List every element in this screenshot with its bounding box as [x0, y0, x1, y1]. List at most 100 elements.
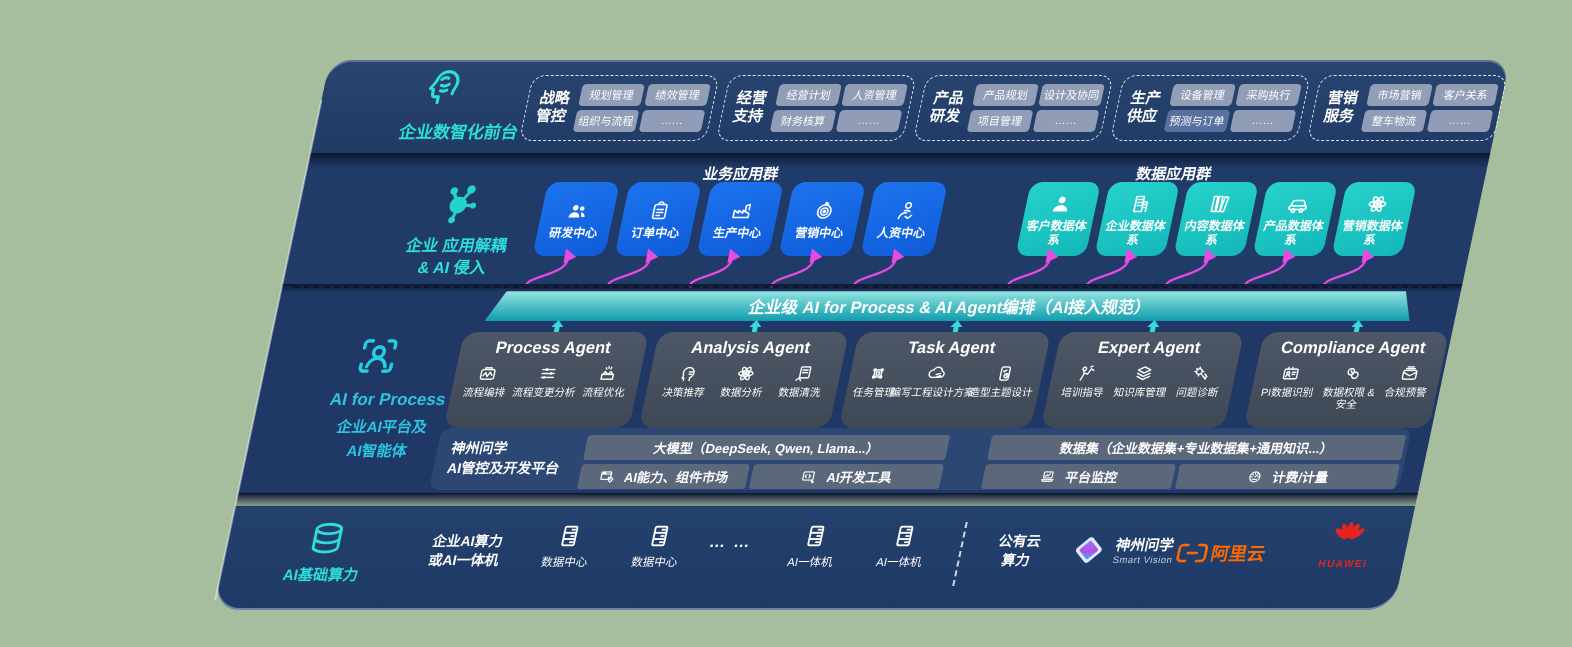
ai-market-bar: AI能力、组件市场 [576, 464, 751, 489]
smartvision-logo [1067, 532, 1111, 568]
sliders-icon [535, 363, 560, 384]
dev-tools-icon [799, 468, 820, 485]
permission-icon [1340, 363, 1365, 384]
group-strategy: 战略 管控 规划管理 绩效管理 组织与流程 …… [518, 75, 720, 141]
architecture-diagram: 企业数智化前台 战略 管控 规划管理 绩效管理 组织与流程 …… [213, 60, 1510, 612]
group-name: 经营 支持 [731, 90, 769, 125]
ai-appliance-node: AI一体机 [875, 522, 931, 570]
building-icon [1126, 192, 1155, 216]
process-agent-box: Process Agent 流程编排 流程变更分析 流程优化 [443, 332, 650, 428]
chip: …… [1426, 110, 1494, 132]
person-icon [1047, 192, 1076, 216]
group-name: 生产 供应 [1125, 90, 1163, 125]
tile-marketing-center: 营销中心 [778, 182, 867, 256]
server-icon [643, 522, 677, 550]
chip: 产品规划 [972, 84, 1039, 106]
task-agent-box: Task Agent 任务管理 编写工程设计方案 造型主题设计 [838, 332, 1052, 428]
application-band: 企业 应用解耦 & AI 侵入 业务应用群 数据应用群 研发中心 订单中心 生产中… [281, 156, 1490, 291]
server-icon [553, 522, 587, 550]
tile-marketing-data: 营销数据体系 [1331, 182, 1418, 256]
chip: 人资管理 [841, 84, 908, 106]
users-icon [563, 199, 592, 223]
meter-bar: 计费/计量 [1174, 464, 1401, 489]
design-card-icon [992, 363, 1017, 384]
chip: 客户关系 [1432, 84, 1499, 106]
ellipsis-nodes: … … [707, 534, 754, 551]
group-product: 产品 研发 产品规划 设计及协同 项目管理 …… [912, 75, 1114, 141]
car-icon [1284, 192, 1313, 216]
target-icon [809, 199, 838, 223]
group-marketing: 营销 服务 市场营销 客户关系 整车物流 …… [1306, 75, 1508, 141]
band-shadow-wedge [307, 153, 1491, 167]
ai-process-band: 企业级 AI for Process & AI Agent编排（AI接入规范） … [237, 286, 1462, 494]
dev-tools-bar: AI开发工具 [748, 464, 945, 489]
expert-agent-box: Expert Agent 培训指导 知识库管理 问题诊断 [1040, 332, 1245, 428]
platform-panel: 神州问学 AI管控及开发平台 大模型（DeepSeek, Qwen, Llama.… [428, 428, 1412, 490]
chip: 绩效管理 [644, 84, 711, 106]
chip: 设计及协同 [1038, 84, 1105, 106]
chip-highlighted: 预测与订单 [1163, 110, 1231, 132]
tile-rd-center: 研发中心 [532, 182, 621, 256]
model-bar: 大模型（DeepSeek, Qwen, Llama...） [582, 435, 951, 460]
compliance-agent-box: Compliance Agent PI数据识别 数据权限 & 安全 合规预警 [1243, 332, 1450, 428]
data-clean-icon [791, 363, 816, 384]
tile-product-data: 产品数据体系 [1252, 182, 1339, 256]
molecule-icon [430, 180, 488, 228]
chip: 规划管理 [578, 84, 645, 106]
brain-icon [415, 65, 471, 111]
tile-content-data: 内容数据体系 [1173, 182, 1260, 256]
group-name: 产品 研发 [928, 90, 966, 125]
id-card-icon [1278, 363, 1303, 384]
infra-label: AI基础算力 [281, 567, 360, 584]
chip: 采购执行 [1235, 84, 1302, 106]
huawei-logo [1328, 520, 1369, 554]
tile-enterprise-data: 企业数据体系 [1094, 182, 1181, 256]
group-operation: 经营 支持 经营计划 人资管理 财务核算 …… [715, 75, 917, 141]
cloud-edit-icon [924, 363, 949, 384]
group-name: 营销 服务 [1322, 90, 1360, 125]
monitor-icon [1038, 468, 1059, 485]
compute-label: 企业AI算力 或AI一体机 [427, 533, 505, 568]
factory-icon [727, 199, 756, 223]
server-icon [799, 522, 833, 550]
group-name: 战略 管控 [534, 90, 572, 125]
layers-icon [1131, 363, 1156, 384]
ai-orchestration-banner: 企业级 AI for Process & AI Agent编排（AI接入规范） [485, 291, 1416, 321]
band-shadow-wedge [280, 284, 1463, 292]
atom-icon [733, 363, 758, 384]
aliyun-logo [1175, 542, 1210, 564]
person-motion-icon [891, 199, 920, 223]
books-icon [1205, 192, 1234, 216]
chip: 财务核算 [769, 110, 837, 132]
chip: …… [835, 110, 903, 132]
aliyun-vendor: 阿里云 [1174, 540, 1268, 566]
chip: 设备管理 [1169, 84, 1236, 106]
alert-mail-icon [1397, 363, 1422, 384]
front-office-band: 企业数智化前台 战略 管控 规划管理 绩效管理 组织与流程 …… [309, 60, 1510, 156]
chip: 整车物流 [1360, 110, 1428, 132]
band-shadow-wedge [234, 493, 1418, 507]
platform-label: 神州问学 AI管控及开发平台 [445, 440, 561, 476]
server-icon [888, 522, 922, 550]
head-idea-icon [675, 363, 700, 384]
tile-order-center: 订单中心 [614, 182, 703, 256]
infra-band: AI基础算力 企业AI算力 或AI一体机 数据中心 数据中心 … … AI一体机 … [213, 506, 1416, 610]
person-scan-icon [347, 330, 410, 382]
chip: 市场营销 [1366, 84, 1433, 106]
clipboard-icon [645, 199, 674, 223]
smartvision-vendor: 神州问学 Smart Vision [1067, 532, 1178, 568]
tile-production-center: 生产中心 [696, 182, 785, 256]
task-grid-icon [865, 363, 890, 384]
dataset-bar: 数据集（企业数据集+专业数据集+通用知识...） [986, 435, 1407, 460]
tile-customer-data: 客户数据体系 [1015, 182, 1102, 256]
ai-market-icon [597, 468, 618, 485]
tile-hr-center: 人资中心 [860, 182, 949, 256]
monitor-bar: 平台监控 [980, 464, 1177, 489]
atom-icon [1363, 192, 1392, 216]
chip: …… [1032, 110, 1100, 132]
datacenter-node: 数据中心 [540, 522, 596, 570]
ai-appliance-node: AI一体机 [786, 522, 842, 570]
public-cloud-label: 公有云 算力 [997, 533, 1043, 568]
diagnose-icon [1189, 363, 1214, 384]
